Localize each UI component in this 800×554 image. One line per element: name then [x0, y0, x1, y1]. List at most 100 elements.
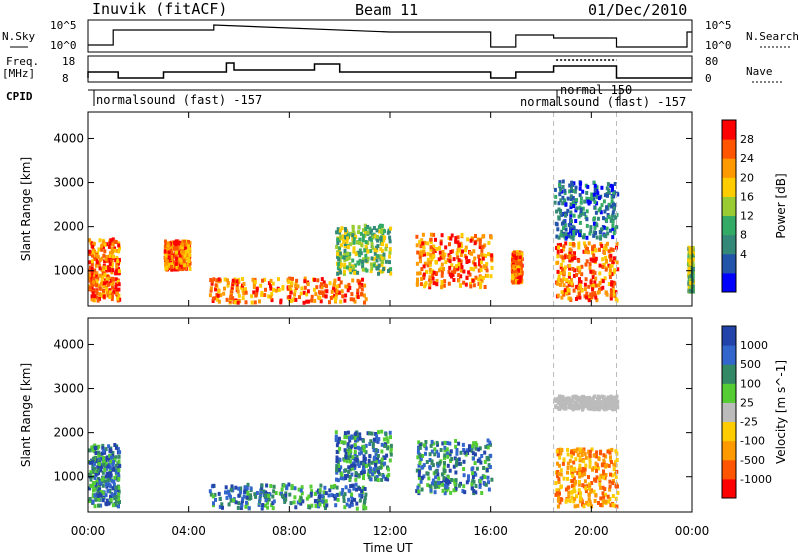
- echo-cell: [348, 252, 352, 257]
- echo-cell: [569, 401, 573, 406]
- echo-cell: [612, 256, 616, 261]
- echo-cell: [689, 278, 693, 283]
- echo-cell: [95, 289, 99, 294]
- echo-cell: [446, 475, 450, 480]
- echo-cell: [478, 245, 482, 249]
- echo-cell: [272, 484, 276, 489]
- echo-cell: [377, 459, 381, 464]
- echo-cell: [303, 279, 307, 284]
- echo-cell: [361, 438, 365, 443]
- echo-cell: [180, 245, 184, 249]
- echo-cell: [559, 270, 563, 275]
- echo-cell: [425, 269, 428, 274]
- echo-cell: [586, 199, 590, 204]
- echo-cell: [285, 484, 289, 489]
- echo-cell: [362, 476, 365, 481]
- echo-cell: [107, 266, 111, 271]
- echo-cell: [375, 258, 379, 263]
- echo-cell: [88, 486, 91, 491]
- echo-cell: [354, 431, 358, 436]
- echo-cell: [477, 281, 481, 286]
- echo-cell: [587, 497, 591, 502]
- echo-cell: [108, 254, 112, 258]
- echo-cell: [89, 470, 93, 475]
- echo-cell: [440, 270, 444, 274]
- echo-cell: [604, 243, 608, 248]
- echo-cell: [377, 225, 381, 230]
- echo-cell: [576, 452, 580, 457]
- echo-cell: [572, 403, 576, 408]
- echo-cell: [557, 274, 561, 279]
- echo-cell: [562, 271, 566, 275]
- echo-cell: [389, 447, 393, 452]
- echo-cell: [453, 481, 457, 486]
- echo-cell: [478, 262, 481, 267]
- echo-cell: [339, 465, 343, 470]
- echo-cell: [96, 493, 100, 498]
- echo-cell: [235, 286, 239, 291]
- echo-cell: [604, 473, 608, 477]
- echo-cell: [380, 249, 384, 253]
- echo-cell: [614, 475, 618, 480]
- echo-cell: [108, 261, 112, 266]
- echo-cell: [474, 484, 478, 488]
- echo-cell: [593, 394, 597, 399]
- echo-cell: [602, 246, 606, 251]
- echo-cell: [570, 253, 574, 258]
- echo-cell: [307, 299, 310, 304]
- echo-cell: [452, 268, 456, 273]
- echo-cell: [477, 254, 481, 259]
- echo-cell: [448, 255, 452, 260]
- echo-cell: [97, 247, 101, 252]
- echo-cell: [588, 231, 592, 236]
- echo-cell: [557, 463, 561, 468]
- colorbar-swatch: [722, 345, 736, 365]
- echo-cell: [117, 497, 121, 502]
- echo-cell: [329, 296, 333, 300]
- echo-cell: [441, 488, 445, 493]
- echo-cell: [606, 182, 610, 187]
- echo-cell: [100, 281, 103, 286]
- echo-cell: [487, 480, 490, 485]
- echo-cell: [435, 279, 439, 283]
- echo-cell: [314, 292, 318, 297]
- echo-cell: [600, 463, 604, 468]
- echo-cell: [594, 283, 598, 288]
- echo-cell: [602, 216, 605, 221]
- echo-cell: [324, 506, 327, 510]
- echo-cell: [568, 183, 572, 188]
- echo-cell: [584, 486, 588, 491]
- echo-cell: [608, 268, 612, 273]
- echo-cell: [571, 479, 574, 484]
- echo-cell: [363, 223, 367, 228]
- echo-cell: [338, 228, 342, 233]
- echo-cell: [210, 281, 214, 286]
- echo-cell: [606, 241, 609, 246]
- echo-cell: [451, 249, 455, 254]
- echo-cell: [231, 278, 235, 283]
- echo-cell: [375, 266, 379, 271]
- echo-cell: [354, 438, 358, 443]
- echo-cell: [339, 476, 343, 481]
- colorbar-swatch: [722, 234, 736, 255]
- echo-cell: [610, 398, 614, 403]
- echo-cell: [335, 477, 338, 482]
- echo-cell: [419, 479, 423, 484]
- echo-cell: [380, 255, 384, 260]
- echo-cell: [112, 460, 115, 465]
- echo-cell: [417, 489, 421, 494]
- echo-cell: [591, 283, 595, 288]
- echo-cell: [568, 272, 571, 276]
- echo-cell: [357, 230, 360, 235]
- echo-cell: [575, 395, 579, 400]
- echo-cell: [97, 450, 101, 455]
- echo-cell: [320, 290, 324, 295]
- echo-cell: [337, 283, 341, 288]
- echo-cell: [428, 267, 432, 272]
- echo-cell: [557, 472, 561, 476]
- echo-cell: [115, 288, 119, 293]
- echo-cell: [98, 266, 102, 271]
- echo-cell: [611, 219, 615, 224]
- echo-cell: [340, 472, 344, 477]
- echo-cell: [371, 472, 375, 477]
